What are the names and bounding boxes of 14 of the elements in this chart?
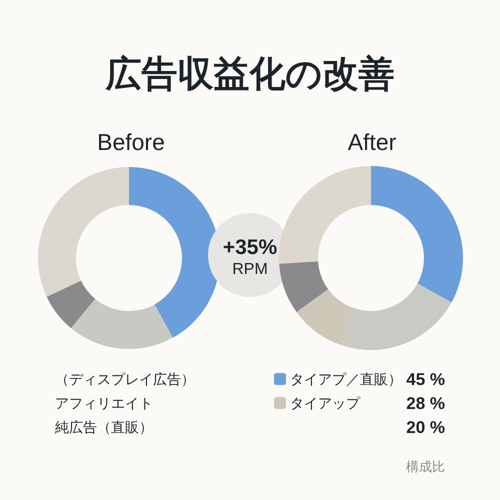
text: +35% — [222, 236, 278, 259]
text: （ディスプレイ広告） — [55, 371, 195, 387]
text: 28 % — [406, 394, 445, 413]
text: 20 % — [406, 418, 445, 437]
text: 45 % — [406, 370, 445, 389]
chart-title: Before — [97, 129, 165, 155]
text: タイアプ／直販） — [290, 371, 402, 387]
text: 構成比 — [406, 459, 445, 474]
chart-title: After — [348, 129, 397, 155]
text: タイアップ — [290, 395, 361, 411]
text: RPM — [232, 261, 268, 278]
text: 広告収益化の改善 — [104, 53, 394, 94]
text: アフィリエイト — [55, 395, 153, 411]
text: 純広告（直販） — [55, 419, 153, 435]
